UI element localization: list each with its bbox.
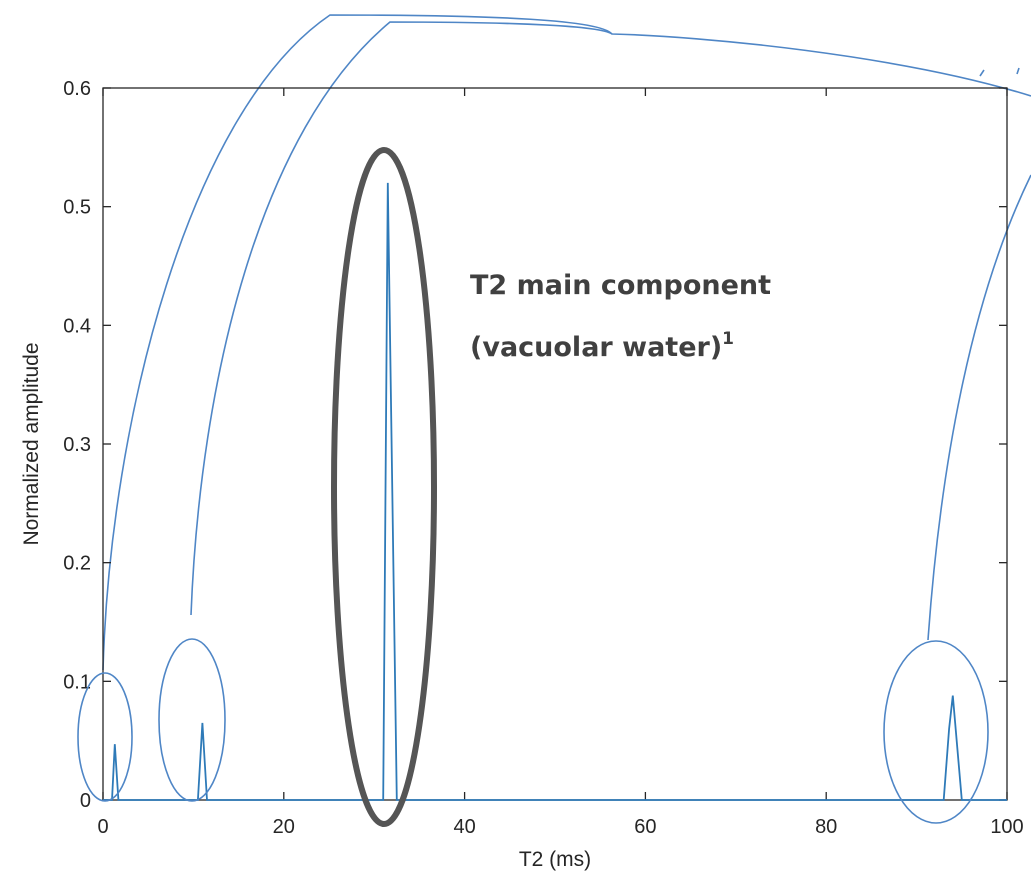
series-line-t2-distribution (103, 182, 1007, 801)
x-tick-label-0: 0 (97, 816, 108, 838)
annotation-line-2: (vacuolar water)1 (470, 329, 734, 363)
callout-connector-lines (102, 14, 1031, 671)
ellipse-peak-31ms-main (331, 147, 437, 827)
y-tick-label-1: 0.1 (63, 671, 91, 693)
plot-area-frame (102, 87, 1008, 801)
y-axis-title: Normalized amplitude (20, 342, 43, 545)
y-tick-label-3: 0.3 (63, 434, 91, 456)
annotation-superscript: 1 (722, 329, 734, 349)
connector-curve-left-outer (102, 14, 1031, 671)
x-tick-label-3: 60 (634, 816, 656, 838)
connector-curve-left-inner (190, 21, 613, 616)
connector-stub-top-right (979, 67, 1020, 77)
y-tick-label-4: 0.4 (63, 315, 91, 337)
ellipse-peak-93ms (883, 640, 989, 824)
x-tick-label-5: 100 (990, 816, 1023, 838)
annotation-line-1: T2 main component (470, 270, 771, 301)
y-tick-label-0: 0 (80, 790, 91, 812)
annotation-line-2-text: (vacuolar water) (470, 332, 722, 363)
y-tick-label-2: 0.2 (63, 553, 91, 575)
x-axis-title: T2 (ms) (519, 848, 591, 871)
ellipse-peak-1ms (77, 672, 133, 802)
ellipse-peak-11ms (158, 638, 226, 802)
axis-ticks (102, 87, 1008, 801)
axis-tick-labels: 0 20 40 60 80 100 0 0.1 0.2 0.3 0.4 0.5 0.6 (63, 78, 1024, 838)
y-tick-label-6: 0.6 (63, 78, 91, 100)
x-tick-label-4: 80 (815, 816, 837, 838)
x-tick-label-2: 40 (453, 816, 475, 838)
x-tick-label-1: 20 (273, 816, 295, 838)
connector-curve-right (927, 174, 1031, 641)
peak-highlight-ellipses (77, 147, 989, 827)
y-tick-label-5: 0.5 (63, 197, 91, 219)
